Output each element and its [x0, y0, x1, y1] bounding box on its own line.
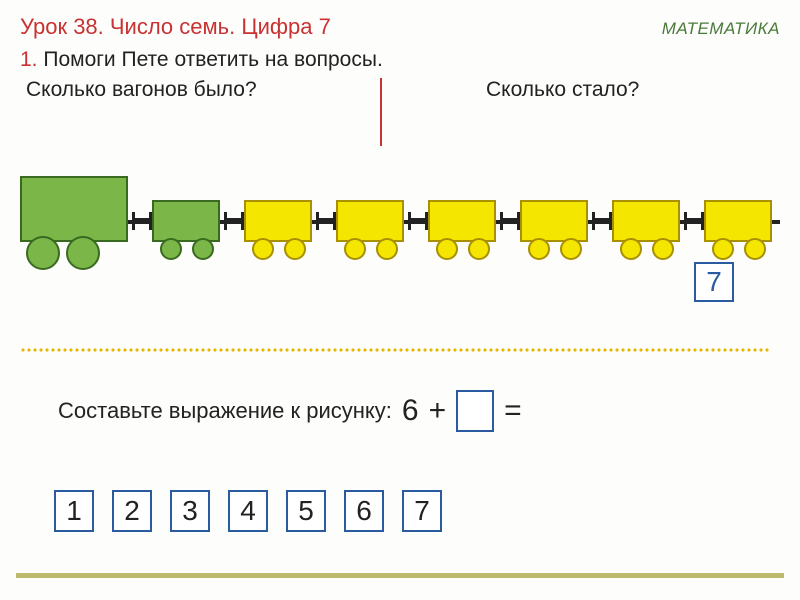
wheel-icon [560, 238, 582, 260]
wheel-icon [712, 238, 734, 260]
number-choice-3[interactable]: 3 [170, 490, 210, 532]
wheel-icon [66, 236, 100, 270]
task-line: 1. Помоги Пете ответить на вопросы. [0, 46, 800, 76]
wheel-icon [26, 236, 60, 270]
expression-eq: = [504, 394, 522, 428]
coupling-icon [226, 218, 242, 224]
expression-lhs: 6 [402, 394, 419, 428]
lesson-title: Урок 38. Число семь. Цифра 7 [20, 14, 331, 40]
wheel-icon [160, 238, 182, 260]
wheel-icon [376, 238, 398, 260]
task-text: Помоги Пете ответить на вопросы. [43, 48, 382, 71]
coupling-icon [134, 218, 150, 224]
expression-blank[interactable] [456, 390, 494, 432]
number-choice-4[interactable]: 4 [228, 490, 268, 532]
question-left: Сколько вагонов было? [26, 78, 386, 102]
wheel-icon [252, 238, 274, 260]
wheel-icon [436, 238, 458, 260]
colon: : [386, 398, 392, 424]
coupling-icon [502, 218, 518, 224]
subject-label: МАТЕМАТИКА [662, 19, 780, 39]
coupling-icon [410, 218, 426, 224]
train-diagram: 7 [0, 132, 800, 302]
expression-label: Составьте выражение к рисунку [58, 398, 386, 424]
expression-row: Составьте выражение к рисунку: 6 + = [58, 390, 522, 432]
number-choice-5[interactable]: 5 [286, 490, 326, 532]
wheel-icon [468, 238, 490, 260]
wheel-icon [744, 238, 766, 260]
question-right: Сколько стало? [486, 78, 639, 102]
wheel-icon [284, 238, 306, 260]
wagon-body [152, 200, 220, 242]
wagon [244, 200, 312, 242]
wagon-body [520, 200, 588, 242]
wagon-body [612, 200, 680, 242]
wagon [612, 200, 680, 242]
locomotive-body [20, 176, 128, 242]
coupling-icon [594, 218, 610, 224]
number-choice-1[interactable]: 1 [54, 490, 94, 532]
questions-row: Сколько вагонов было? Сколько стало? [0, 76, 800, 102]
number-choice-2[interactable]: 2 [112, 490, 152, 532]
wheel-icon [652, 238, 674, 260]
number-choices-row: 1234567 [54, 490, 442, 532]
wheel-icon [528, 238, 550, 260]
task-number: 1. [20, 48, 38, 71]
answer-seven-box: 7 [694, 262, 734, 302]
wagon-body [244, 200, 312, 242]
wheel-icon [344, 238, 366, 260]
wagon-body [428, 200, 496, 242]
coupling-icon [318, 218, 334, 224]
wagon-body [336, 200, 404, 242]
wagon-body [704, 200, 772, 242]
header: Урок 38. Число семь. Цифра 7 МАТЕМАТИКА [0, 0, 800, 46]
wagon [428, 200, 496, 242]
wagon [336, 200, 404, 242]
expression-op: + [429, 394, 447, 428]
wagon [152, 200, 220, 242]
number-choice-6[interactable]: 6 [344, 490, 384, 532]
number-choice-7[interactable]: 7 [402, 490, 442, 532]
wheel-icon [192, 238, 214, 260]
dotted-divider [20, 348, 770, 352]
footer-divider [16, 573, 784, 578]
coupling-icon [686, 218, 702, 224]
wagon [704, 200, 772, 242]
locomotive [20, 176, 128, 242]
wheel-icon [620, 238, 642, 260]
wagon [520, 200, 588, 242]
